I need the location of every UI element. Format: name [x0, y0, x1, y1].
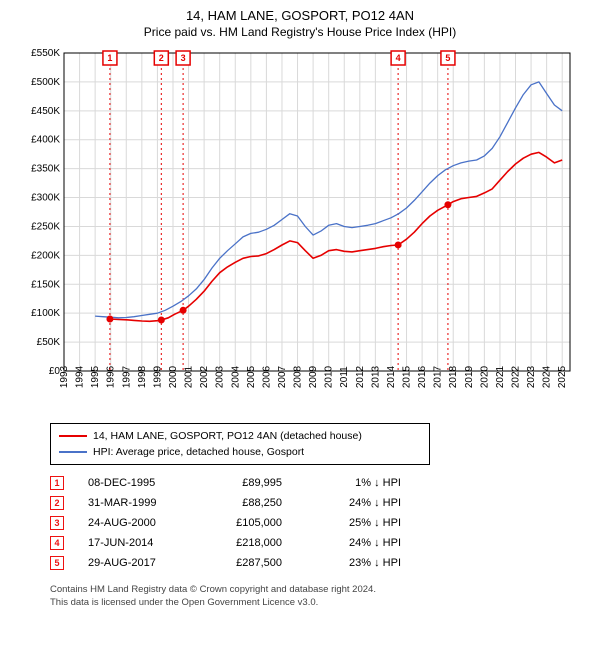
sale-price: £287,500 [207, 557, 282, 569]
sale-row-marker: 5 [50, 556, 64, 570]
x-tick-label: 2024 [542, 365, 553, 388]
sale-dot [158, 316, 165, 323]
x-tick-label: 2014 [386, 365, 397, 388]
price-chart: £0£50K£100K£150K£200K£250K£300K£350K£400… [20, 45, 580, 415]
legend-label: 14, HAM LANE, GOSPORT, PO12 4AN (detache… [93, 428, 362, 444]
x-tick-label: 1998 [137, 365, 148, 388]
x-tick-label: 2008 [293, 365, 304, 388]
sale-date: 08-DEC-1995 [88, 477, 183, 489]
sale-price: £218,000 [207, 537, 282, 549]
x-tick-label: 2011 [339, 366, 350, 388]
legend: 14, HAM LANE, GOSPORT, PO12 4AN (detache… [50, 423, 430, 465]
sale-marker-number: 2 [159, 53, 164, 63]
x-tick-label: 2023 [526, 365, 537, 388]
footnote: Contains HM Land Registry data © Crown c… [50, 583, 590, 609]
x-tick-label: 2003 [215, 365, 226, 388]
chart-title-block: 14, HAM LANE, GOSPORT, PO12 4AN Price pa… [10, 8, 590, 39]
legend-swatch [59, 451, 87, 453]
sale-dot [106, 315, 113, 322]
chart-title-subtitle: Price paid vs. HM Land Registry's House … [10, 25, 590, 39]
sales-row: 3 24-AUG-2000 £105,000 25% ↓ HPI [50, 513, 590, 533]
y-tick-label: £450K [31, 106, 60, 117]
sale-price: £89,995 [207, 477, 282, 489]
y-tick-label: £400K [31, 135, 60, 146]
sale-marker-number: 1 [107, 53, 112, 63]
x-tick-label: 2010 [324, 365, 335, 388]
x-tick-label: 2006 [261, 365, 272, 388]
sale-row-marker: 1 [50, 476, 64, 490]
sale-dot [444, 201, 451, 208]
x-tick-label: 2017 [433, 365, 444, 388]
y-tick-label: £250K [31, 221, 60, 232]
sale-delta: 24% ↓ HPI [306, 537, 401, 549]
y-tick-label: £200K [31, 250, 60, 261]
x-tick-label: 2012 [355, 365, 366, 388]
sale-row-marker: 3 [50, 516, 64, 530]
sale-price: £105,000 [207, 517, 282, 529]
sale-date: 17-JUN-2014 [88, 537, 183, 549]
sale-marker-number: 5 [445, 53, 450, 63]
x-tick-label: 1995 [90, 365, 101, 388]
legend-swatch [59, 435, 87, 437]
sale-row-marker: 4 [50, 536, 64, 550]
sale-delta: 23% ↓ HPI [306, 557, 401, 569]
y-tick-label: £300K [31, 193, 60, 204]
x-tick-label: 2018 [448, 365, 459, 388]
x-tick-label: 2007 [277, 365, 288, 388]
legend-row: 14, HAM LANE, GOSPORT, PO12 4AN (detache… [59, 428, 421, 444]
x-tick-label: 2002 [199, 365, 210, 388]
x-tick-label: 2025 [557, 365, 568, 388]
sale-dot [395, 241, 402, 248]
x-tick-label: 2019 [464, 365, 475, 388]
x-tick-label: 1996 [106, 365, 117, 388]
x-tick-label: 1994 [75, 365, 86, 388]
sale-price: £88,250 [207, 497, 282, 509]
sale-date: 24-AUG-2000 [88, 517, 183, 529]
y-tick-label: £100K [31, 308, 60, 319]
chart-svg: £0£50K£100K£150K£200K£250K£300K£350K£400… [20, 45, 580, 415]
sales-row: 4 17-JUN-2014 £218,000 24% ↓ HPI [50, 533, 590, 553]
sales-table: 1 08-DEC-1995 £89,995 1% ↓ HPI 2 31-MAR-1999 £… [50, 473, 590, 573]
sale-marker-number: 4 [396, 53, 401, 63]
x-tick-label: 2020 [479, 365, 490, 388]
sales-row: 5 29-AUG-2017 £287,500 23% ↓ HPI [50, 553, 590, 573]
y-tick-label: £150K [31, 279, 60, 290]
plot-area [64, 53, 570, 371]
x-tick-label: 2016 [417, 365, 428, 388]
sale-delta: 25% ↓ HPI [306, 517, 401, 529]
sales-row: 1 08-DEC-1995 £89,995 1% ↓ HPI [50, 473, 590, 493]
sale-row-marker: 2 [50, 496, 64, 510]
legend-label: HPI: Average price, detached house, Gosp… [93, 444, 304, 460]
sale-date: 29-AUG-2017 [88, 557, 183, 569]
x-tick-label: 1997 [121, 365, 132, 388]
y-tick-label: £550K [31, 48, 60, 59]
sale-delta: 1% ↓ HPI [306, 477, 401, 489]
sales-row: 2 31-MAR-1999 £88,250 24% ↓ HPI [50, 493, 590, 513]
x-tick-label: 2015 [402, 365, 413, 388]
x-tick-label: 2004 [230, 365, 241, 388]
sale-dot [180, 307, 187, 314]
x-tick-label: 2000 [168, 365, 179, 388]
y-tick-label: £500K [31, 77, 60, 88]
sale-delta: 24% ↓ HPI [306, 497, 401, 509]
sale-marker-number: 3 [181, 53, 186, 63]
footnote-line2: This data is licensed under the Open Gov… [50, 596, 590, 609]
x-tick-label: 2009 [308, 365, 319, 388]
y-tick-label: £350K [31, 164, 60, 175]
x-tick-label: 2022 [511, 365, 522, 388]
x-tick-label: 2021 [495, 365, 506, 388]
x-tick-label: 2005 [246, 365, 257, 388]
x-tick-label: 2001 [184, 365, 195, 388]
sale-date: 31-MAR-1999 [88, 497, 183, 509]
legend-row: HPI: Average price, detached house, Gosp… [59, 444, 421, 460]
chart-title-address: 14, HAM LANE, GOSPORT, PO12 4AN [10, 8, 590, 23]
footnote-line1: Contains HM Land Registry data © Crown c… [50, 583, 590, 596]
y-tick-label: £50K [37, 337, 61, 348]
x-tick-label: 2013 [370, 365, 381, 388]
